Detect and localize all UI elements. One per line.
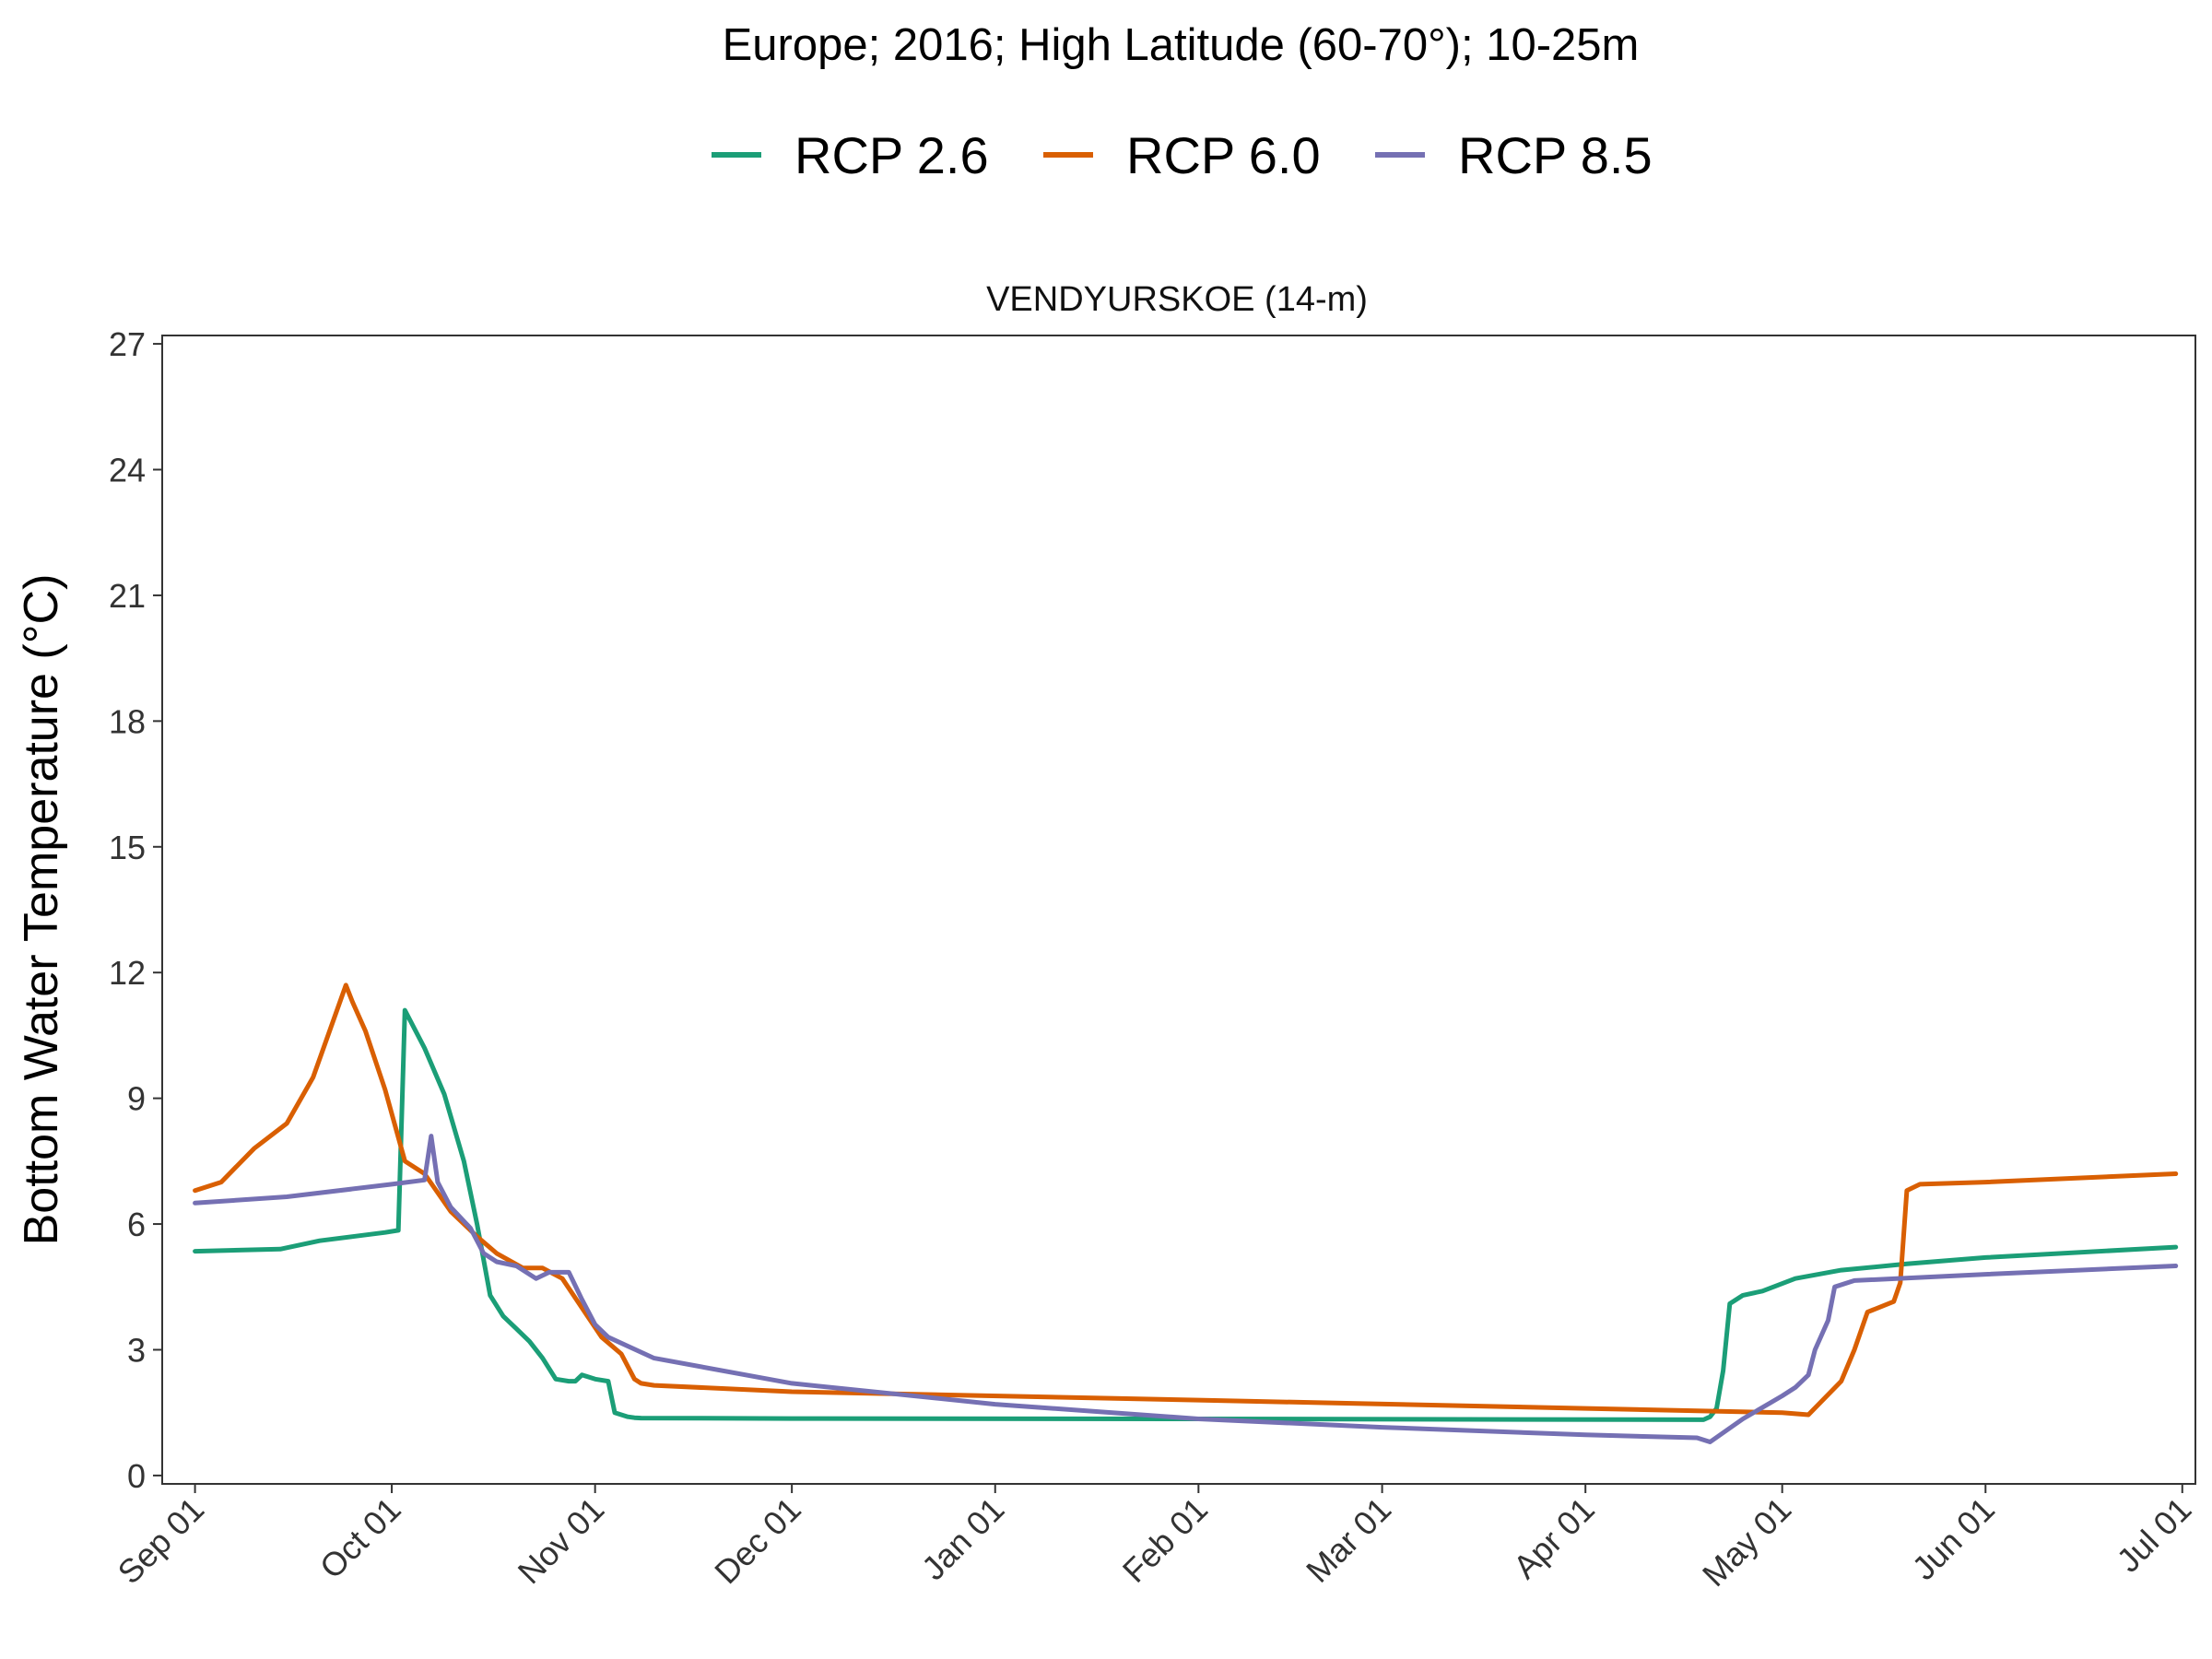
legend: RCP 2.6 RCP 6.0 RCP 8.5 — [712, 126, 1653, 184]
y-tick-label: 6 — [127, 1206, 146, 1243]
y-tick-label: 18 — [109, 702, 146, 740]
x-tick-label: Jul 01 — [2109, 1490, 2198, 1580]
y-axis: 0 3 6 9 12 15 18 21 24 27 — [109, 325, 162, 1495]
series-lines — [193, 982, 2179, 1444]
y-tick-label: 24 — [109, 452, 146, 489]
x-tick-label: Apr 01 — [1506, 1490, 1602, 1586]
x-tick-label: Mar 01 — [1299, 1490, 1398, 1590]
legend-label: RCP 8.5 — [1458, 126, 1653, 184]
x-tick-label: Dec 01 — [707, 1490, 808, 1592]
x-tick-label: Jun 01 — [1905, 1490, 2002, 1587]
y-tick-label: 12 — [109, 954, 146, 992]
x-axis: Sep 01 Oct 01 Nov 01 Dec 01 Jan 01 Feb 01 Mar … — [111, 1484, 2198, 1594]
panel-title: VENDYURSKOE (14-m) — [986, 280, 1368, 319]
legend-label: RCP 2.6 — [794, 126, 989, 184]
x-tick-label: Feb 01 — [1115, 1490, 1215, 1590]
x-tick-label: Nov 01 — [511, 1490, 612, 1592]
chart-title: Europe; 2016; High Latitude (60-70°); 10… — [723, 20, 1640, 70]
y-tick-label: 27 — [109, 325, 146, 363]
legend-label: RCP 6.0 — [1126, 126, 1321, 184]
plot-panel-border — [161, 335, 2196, 1485]
series-line-rcp-6-0 — [193, 982, 2179, 1418]
x-tick-label: Oct 01 — [312, 1490, 408, 1586]
x-tick-label: Jan 01 — [914, 1490, 1011, 1587]
y-tick-label: 21 — [109, 577, 146, 615]
y-tick-label: 3 — [127, 1331, 146, 1369]
y-tick-label: 15 — [109, 829, 146, 866]
y-tick-label: 9 — [127, 1080, 146, 1118]
x-tick-label: Sep 01 — [111, 1490, 212, 1592]
y-axis-label: Bottom Water Temperature (°C) — [15, 574, 68, 1246]
x-tick-label: May 01 — [1695, 1490, 1798, 1594]
series-line-rcp-2-6 — [193, 1007, 2179, 1422]
series-line-rcp-8-5 — [193, 1134, 2179, 1444]
y-tick-label: 0 — [127, 1457, 146, 1495]
